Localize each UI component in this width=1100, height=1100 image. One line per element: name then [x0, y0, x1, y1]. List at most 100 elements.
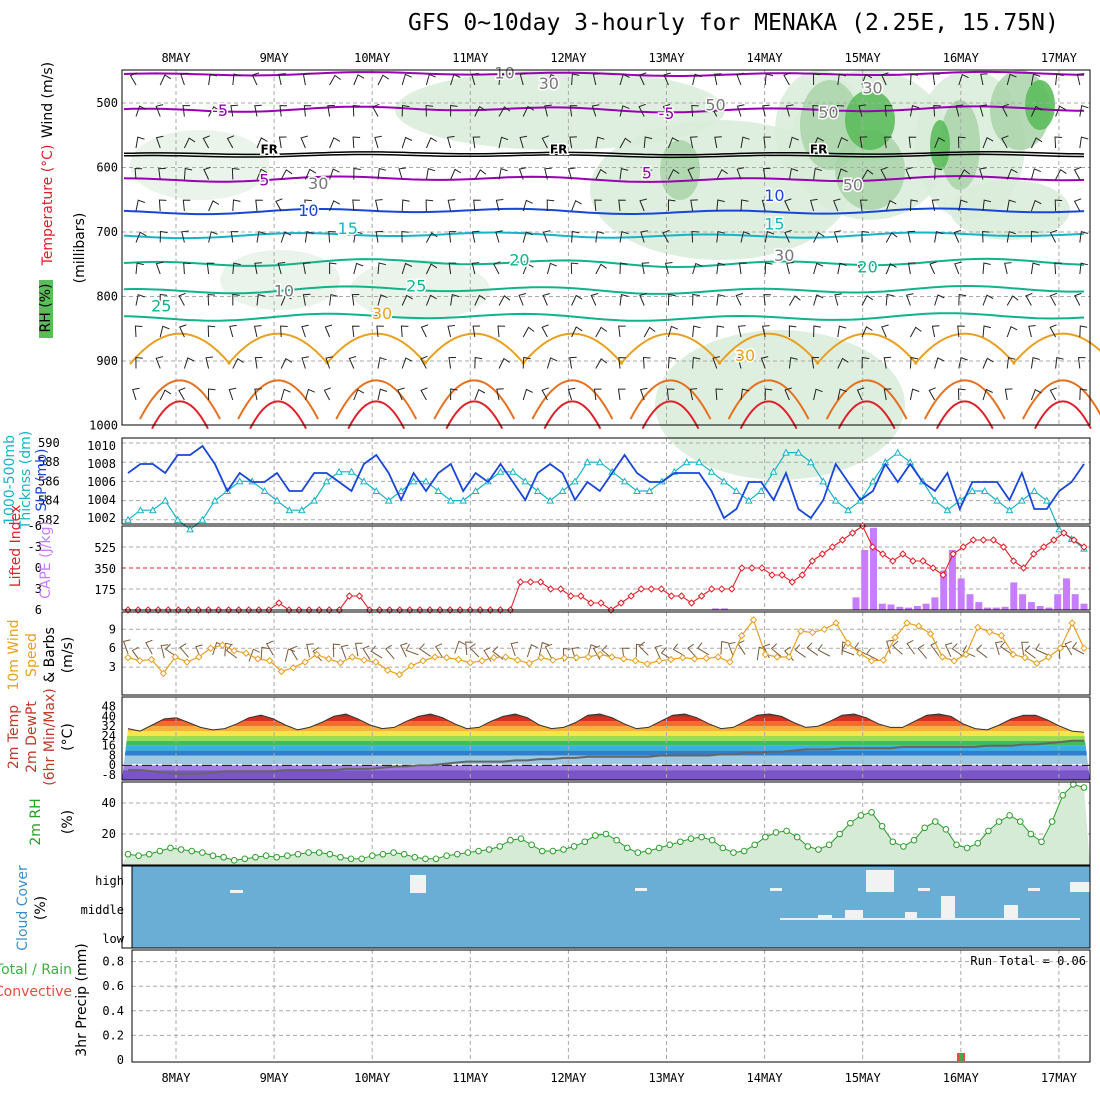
rh-series-point: [655, 844, 663, 852]
wind-barb: [472, 325, 481, 338]
rh-series-point: [220, 853, 227, 861]
wind-barb: [348, 356, 357, 369]
rh-shading: [130, 130, 270, 200]
surface-wind-barb: [727, 641, 736, 657]
wind-speed-series-point: [513, 656, 522, 664]
thickness-tick-label: 582: [38, 513, 60, 527]
thickness-series-point: [310, 496, 319, 504]
wind-barb: [762, 104, 770, 117]
wind-speed-series-point: [383, 666, 392, 674]
wind-barb: [420, 355, 428, 369]
wind-barb: [372, 103, 380, 117]
wind-barb: [230, 231, 239, 243]
lifted-index-series-point: [889, 557, 897, 565]
thickness-series-point: [720, 477, 728, 485]
wind-tick-label: 9: [109, 622, 116, 636]
contour-label: 5: [642, 164, 652, 183]
rh-series-point: [772, 829, 780, 836]
cape-bar: [1019, 594, 1027, 610]
surface-wind-barb: [419, 643, 431, 657]
cape-bar: [905, 607, 913, 610]
lifted-index-series-point: [748, 564, 756, 572]
wind-speed-series-point: [1056, 644, 1065, 652]
wind-barb: [329, 293, 338, 306]
wind-speed-series-point: [738, 631, 746, 640]
wind-barb: [764, 262, 773, 275]
rh-series-point: [900, 843, 907, 850]
surface-wind-barb: [999, 641, 1012, 655]
lifted-index-series-point: [848, 529, 857, 537]
contour-label: 30: [308, 174, 328, 193]
wind-barb: [1006, 231, 1016, 243]
wind-barb: [401, 199, 410, 212]
wind-speed-series: [127, 618, 1085, 676]
wind-barb: [352, 136, 361, 149]
lifted-index-series-point: [1070, 536, 1078, 544]
wind-speed-series-point: [313, 650, 321, 659]
wind-barb: [836, 104, 845, 117]
wind-barb: [278, 73, 286, 86]
wind-barb: [715, 388, 724, 401]
wind-barb: [401, 357, 413, 369]
wind-barb: [667, 168, 680, 180]
wind-barb: [955, 104, 964, 117]
precip-bar-convective: [959, 1053, 963, 1061]
thickness-series-point: [322, 477, 331, 485]
isotherm-40: [1034, 400, 1092, 430]
isotherm-35: [531, 379, 614, 420]
wind-barb: [178, 387, 186, 401]
wind-barb: [1030, 356, 1040, 369]
wind-barb: [544, 104, 552, 117]
wind-barb: [182, 199, 191, 212]
wind-barb: [135, 231, 147, 243]
temp-band: [122, 765, 1090, 771]
surface-wind-barb: [405, 643, 419, 656]
isotherm-35: [629, 379, 712, 420]
wind-barb: [1054, 262, 1062, 275]
wind-barb: [809, 198, 818, 212]
wind-barb: [788, 295, 801, 306]
wind-barb: [885, 293, 895, 306]
wind-barb: [135, 105, 147, 117]
thickness-series-point: [558, 486, 567, 494]
thickness-series-point: [1030, 486, 1039, 494]
wind-speed-series-point: [230, 647, 238, 655]
wind-barb: [353, 262, 364, 275]
wind-barb: [1073, 166, 1082, 180]
surface-wind-barb: [306, 643, 314, 658]
wind-barb: [592, 73, 601, 86]
lifted-index-series-point: [677, 592, 686, 600]
surface-wind-barb: [164, 643, 177, 658]
isotherm-40: [543, 400, 602, 430]
wind-barb: [159, 293, 168, 306]
wind-barb: [571, 73, 580, 86]
wind-barb: [425, 104, 434, 117]
day-label-top: 8MAY: [162, 51, 192, 65]
pressure-tick-label: 1000: [89, 419, 118, 433]
wind-barb: [982, 325, 992, 338]
wind-barb: [619, 73, 630, 86]
rh-series-point: [145, 850, 153, 858]
wind-speed-series-point: [643, 660, 652, 668]
wind-barb: [740, 231, 751, 243]
wind-barb: [979, 104, 987, 117]
rh-series-point: [496, 843, 504, 850]
thickness-series-point: [571, 477, 579, 485]
wind-barb: [909, 326, 922, 338]
wind-barb: [667, 199, 676, 212]
surface-wind-barb: [1021, 641, 1029, 656]
wind-barb: [979, 167, 987, 180]
wind-barb: [323, 387, 332, 401]
wind-barb: [135, 199, 145, 212]
rh-series-point: [931, 818, 939, 825]
day-label-top: 9MAY: [260, 51, 290, 65]
wind-barb: [692, 325, 701, 338]
lifted-index-series-point: [879, 550, 887, 558]
wind-barb: [764, 231, 775, 243]
wind-barb: [183, 167, 193, 180]
wind-barb: [619, 231, 629, 243]
wind-barb: [934, 231, 944, 243]
cape-bar: [1045, 607, 1053, 610]
wind-barb: [567, 387, 576, 401]
contour-label: -5: [659, 104, 675, 123]
